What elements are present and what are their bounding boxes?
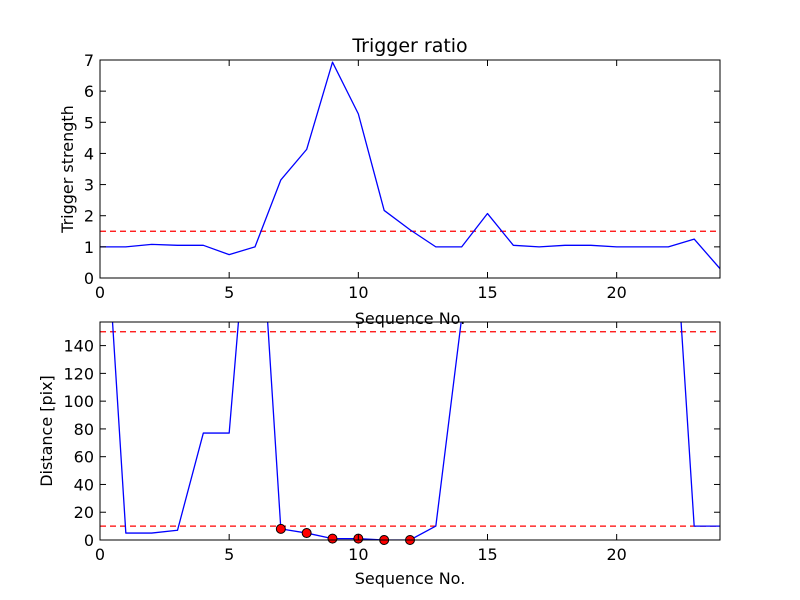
top-x-tick-label: 0 — [95, 283, 105, 302]
bottom-y-tick-label: 20 — [74, 503, 94, 522]
top-y-tick-label: 6 — [84, 82, 94, 101]
bottom-y-tick-label: 80 — [74, 420, 94, 439]
bottom-x-axis-label: Sequence No. — [355, 569, 466, 588]
top-subplot: Trigger ratio 0 5 10 15 20 0 1 2 3 4 5 6 7 Sequence … — [58, 35, 721, 328]
bottom-axes-frame — [99, 321, 721, 541]
top-data-layer — [100, 61, 720, 270]
bottom-y-tick-label: 120 — [63, 364, 94, 383]
bottom-plot-area: 0 5 10 15 20 0 20 40 60 80 100 120 140 — [63, 321, 721, 564]
bottom-series-line-0 — [111, 322, 720, 540]
bottom-marker-point — [301, 528, 312, 539]
top-series-line-0 — [100, 61, 720, 270]
top-chart-title: Trigger ratio — [351, 35, 467, 57]
top-x-tick-label: 15 — [477, 283, 497, 302]
top-y-tick-label: 7 — [84, 51, 94, 70]
top-y-tick-label: 0 — [84, 269, 94, 288]
bottom-y-tick-label: 0 — [84, 531, 94, 550]
top-x-tick-label: 10 — [348, 283, 368, 302]
top-plot-area: 0 5 10 15 20 0 1 2 3 4 5 6 7 — [84, 51, 721, 302]
top-y-tick-label: 5 — [84, 113, 94, 132]
top-y-tick-label: 3 — [84, 176, 94, 195]
top-y-tick-label: 1 — [84, 238, 94, 257]
top-x-tick-label: 20 — [606, 283, 626, 302]
bottom-marker-point — [275, 523, 286, 534]
bottom-x-tick-label: 20 — [606, 545, 626, 564]
bottom-y-axis-label: Distance [pix] — [37, 375, 56, 487]
top-y-tick-label: 4 — [84, 144, 94, 163]
top-y-tick-label: 2 — [84, 207, 94, 226]
top-axes-frame — [99, 59, 721, 279]
bottom-x-tick-label: 15 — [477, 545, 497, 564]
bottom-y-tick-label: 60 — [74, 448, 94, 467]
bottom-data-layer — [100, 322, 720, 540]
bottom-x-tick-label: 10 — [348, 545, 368, 564]
bottom-marker-point — [327, 533, 338, 544]
bottom-y-tick-label: 140 — [63, 337, 94, 356]
bottom-x-tick-label: 0 — [95, 545, 105, 564]
bottom-y-tick-label: 40 — [74, 475, 94, 494]
top-x-tick-label: 5 — [224, 283, 234, 302]
bottom-x-tick-label: 5 — [224, 545, 234, 564]
bottom-y-tick-label: 100 — [63, 392, 94, 411]
top-x-axis-label: Sequence No. — [355, 309, 466, 328]
top-y-axis-label: Trigger strength — [58, 105, 77, 234]
